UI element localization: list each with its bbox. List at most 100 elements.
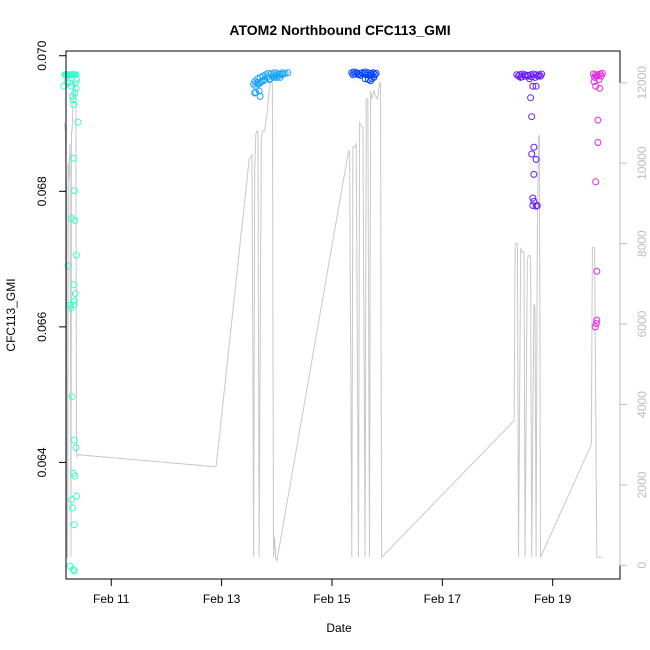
data-point bbox=[529, 82, 537, 90]
data-point bbox=[73, 492, 80, 500]
y-tick-label: 0.066 bbox=[35, 312, 49, 342]
data-point bbox=[72, 71, 80, 79]
data-point bbox=[69, 96, 77, 104]
data-point bbox=[526, 75, 533, 83]
series-1 bbox=[60, 71, 82, 575]
data-point bbox=[528, 150, 536, 158]
data-point bbox=[276, 73, 284, 81]
altitude-line-group bbox=[63, 82, 603, 562]
data-point bbox=[273, 73, 281, 81]
data-point bbox=[68, 393, 76, 401]
data-point bbox=[534, 72, 542, 80]
data-point bbox=[597, 72, 605, 80]
y2-tick-label: 10000 bbox=[635, 146, 649, 180]
data-point bbox=[71, 89, 79, 97]
data-point bbox=[594, 139, 602, 146]
x-tick-label: Feb 15 bbox=[313, 592, 351, 606]
data-point bbox=[72, 84, 80, 92]
data-point bbox=[70, 567, 78, 575]
x-tick-label: Feb 11 bbox=[93, 592, 130, 606]
data-point bbox=[64, 262, 72, 270]
data-point bbox=[74, 118, 82, 126]
data-point bbox=[593, 316, 601, 324]
data-point bbox=[251, 89, 259, 97]
data-point bbox=[265, 76, 273, 83]
x-axis-label: Date bbox=[326, 621, 352, 635]
data-point bbox=[70, 297, 78, 305]
data-point bbox=[533, 202, 541, 209]
y2-tick-label: 8000 bbox=[635, 230, 649, 257]
data-point bbox=[253, 79, 261, 87]
data-point bbox=[69, 504, 77, 512]
data-point bbox=[256, 92, 264, 100]
data-point bbox=[532, 155, 540, 163]
y2-tick-label: 12000 bbox=[635, 66, 649, 100]
data-point bbox=[70, 436, 78, 444]
data-point bbox=[70, 187, 78, 195]
data-points bbox=[60, 68, 606, 575]
data-point bbox=[591, 323, 599, 331]
data-point bbox=[68, 214, 75, 222]
data-point bbox=[73, 76, 80, 83]
data-point bbox=[590, 78, 598, 85]
data-point bbox=[596, 84, 604, 92]
data-point bbox=[532, 82, 540, 90]
y-tick-label: 0.068 bbox=[35, 176, 49, 206]
data-point bbox=[592, 178, 600, 186]
data-point bbox=[527, 94, 535, 102]
y2-tick-label: 6000 bbox=[635, 310, 649, 337]
data-point bbox=[532, 202, 540, 210]
data-point bbox=[594, 116, 602, 124]
data-point bbox=[530, 170, 538, 178]
altitude-line bbox=[63, 82, 603, 562]
y-axis: 0.064 0.066 0.068 0.070 bbox=[35, 40, 67, 477]
data-point bbox=[367, 77, 375, 85]
x-tick-label: Feb 19 bbox=[534, 592, 572, 606]
x-tick-label: Feb 13 bbox=[203, 592, 241, 606]
data-point bbox=[68, 496, 75, 504]
data-point bbox=[60, 82, 68, 90]
chart-title: ATOM2 Northbound CFC113_GMI bbox=[229, 22, 450, 38]
data-point bbox=[70, 521, 78, 529]
data-point bbox=[528, 73, 536, 81]
data-point bbox=[528, 113, 536, 121]
x-axis: Feb 11 Feb 13 Feb 15 Feb 17 Feb 19 bbox=[93, 578, 572, 606]
data-point bbox=[517, 73, 525, 81]
data-point bbox=[372, 69, 380, 77]
y2-tick-label: 2000 bbox=[635, 471, 649, 498]
series-5 bbox=[590, 69, 606, 331]
y-tick-label: 0.070 bbox=[35, 40, 49, 70]
data-point bbox=[529, 194, 537, 202]
data-point bbox=[270, 73, 277, 81]
series-2 bbox=[250, 69, 292, 100]
data-point bbox=[73, 251, 80, 259]
data-point bbox=[530, 143, 538, 151]
data-point bbox=[529, 202, 537, 209]
data-point bbox=[252, 88, 260, 96]
data-point bbox=[71, 290, 79, 298]
data-point bbox=[284, 69, 292, 77]
data-point bbox=[69, 154, 77, 162]
y2-tick-label: 0 bbox=[635, 562, 649, 569]
data-point bbox=[70, 281, 78, 289]
y-axis-label: CFC113_GMI bbox=[4, 278, 18, 351]
x-tick-label: Feb 17 bbox=[424, 592, 462, 606]
data-point bbox=[250, 80, 258, 88]
series-3 bbox=[348, 68, 380, 85]
data-point bbox=[71, 79, 79, 87]
data-point bbox=[592, 82, 600, 90]
data-point bbox=[71, 472, 79, 480]
data-point bbox=[67, 304, 75, 312]
y2-axis: 0 2000 4000 6000 8000 10000 12000 bbox=[619, 66, 649, 569]
data-point bbox=[72, 444, 80, 451]
y2-tick-label: 4000 bbox=[635, 391, 649, 418]
data-point bbox=[70, 101, 78, 108]
data-point bbox=[537, 72, 544, 80]
series-4 bbox=[513, 70, 546, 210]
data-point bbox=[69, 566, 77, 573]
data-point bbox=[593, 267, 601, 275]
data-point bbox=[66, 562, 74, 570]
y-tick-label: 0.064 bbox=[35, 447, 49, 477]
data-point bbox=[592, 320, 600, 327]
